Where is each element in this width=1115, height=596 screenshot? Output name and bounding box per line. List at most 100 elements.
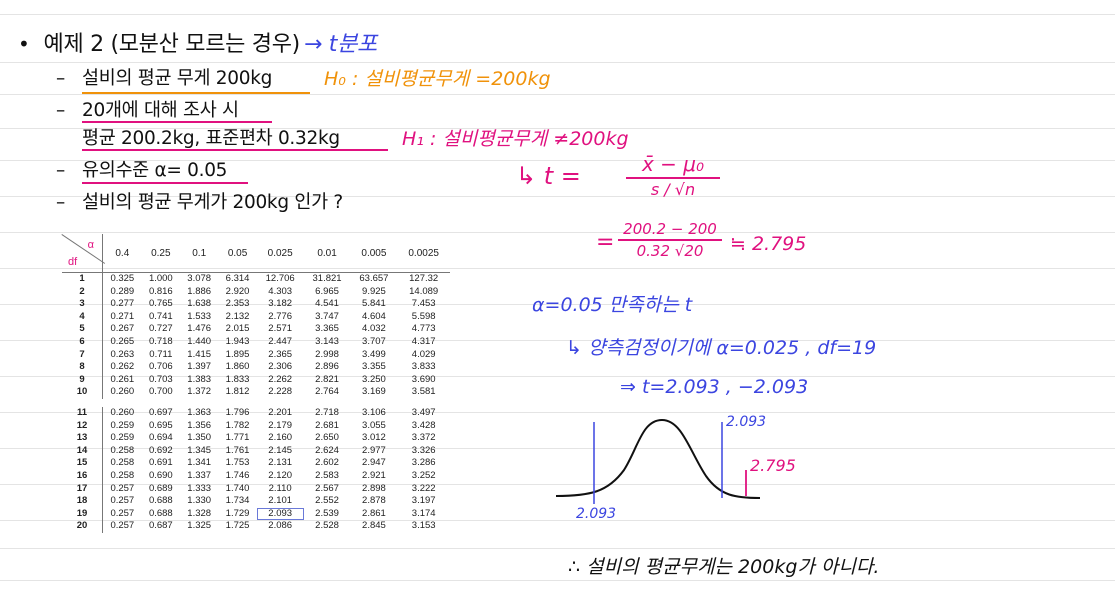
table-row: 7 0.263 0.711 1.415 1.895 2.365 2.998 3.499 4.02… [62, 348, 450, 362]
table-row: 14 0.258 0.692 1.345 1.761 2.145 2.624 2.977 3.3… [62, 444, 450, 458]
df-cell: 4 [62, 310, 103, 324]
t-formula-lead: ↳ t = [516, 162, 581, 190]
table-cell: 5.841 [362, 298, 386, 310]
table-cell: 2.528 [315, 520, 339, 532]
table-row: 9 0.261 0.703 1.383 1.833 2.262 2.821 3.250 3.69… [62, 373, 450, 387]
heading-arrow-note: → t분포 [303, 32, 377, 57]
table-cell: 2.086 [268, 520, 293, 532]
table-cell: 0.259 [110, 419, 135, 431]
table-row: 2 0.289 0.816 1.886 2.920 4.303 6.965 9.925 14.0… [62, 285, 450, 299]
table-cell: 2.228 [268, 386, 293, 398]
table-cell: 9.925 [362, 285, 386, 297]
table-cell: 3.012 [362, 432, 386, 444]
table-cell: 1.886 [187, 285, 212, 297]
df-cell: 11 [62, 406, 103, 420]
table-cell: 2.160 [268, 432, 293, 444]
table-cell: 1.397 [187, 361, 212, 373]
table-cell: 0.687 [148, 520, 173, 532]
table-cell: 1.356 [187, 419, 212, 431]
table-cell: 0.711 [149, 348, 173, 360]
table-cell: 0.257 [110, 507, 135, 519]
table-cell: 3.581 [411, 386, 436, 398]
table-cell: 63.657 [359, 273, 389, 284]
ruled-line [0, 412, 1115, 413]
table-cell: 0.703 [148, 373, 173, 385]
table-cell: 3.143 [315, 335, 339, 347]
table-cell: 1.812 [225, 386, 250, 398]
bell-curve [555, 418, 761, 499]
table-cell: 0.267 [110, 323, 135, 335]
table-cell: 3.174 [411, 507, 436, 519]
ruled-line [0, 548, 1115, 549]
table-row: 13 0.259 0.694 1.350 1.771 2.160 2.650 3.012 3.3… [62, 432, 450, 445]
table-cell: 1.771 [225, 432, 250, 444]
pink-underline [82, 149, 388, 151]
table-cell: 1.782 [225, 419, 250, 431]
table-cell: 3.286 [411, 457, 436, 469]
table-cell: 2.764 [315, 386, 339, 398]
table-cell: 1.943 [225, 335, 250, 347]
ruled-line [0, 376, 1115, 377]
table-cell: 2.131 [268, 457, 293, 469]
df-cell: 10 [62, 386, 103, 399]
list-item: –20개에 대해 조사 시 [56, 100, 239, 121]
formula-equals: = [596, 230, 615, 255]
table-cell: 1.363 [187, 406, 212, 418]
table-cell: 2.110 [268, 482, 292, 494]
value-numerator: 200.2 − 200 [623, 220, 717, 238]
label-right-critical: 2.093 [726, 414, 767, 430]
table-cell: 0.697 [148, 406, 173, 418]
ruled-line [0, 484, 1115, 485]
alt-hypothesis: H₁ : 설비평균무게 ≠200kg [402, 128, 629, 150]
table-cell: 0.263 [110, 348, 135, 360]
table-row: 10 0.260 0.700 1.372 1.812 2.228 2.764 3.169 3.5… [62, 386, 450, 399]
ruled-line [0, 232, 1115, 233]
t-value-fraction: 200.2 − 200 0.32 √20 [618, 220, 722, 260]
table-column-header: 0.25 [141, 234, 181, 273]
table-cell: 127.32 [409, 273, 439, 284]
table-row: 15 0.258 0.691 1.341 1.753 2.131 2.602 2.947 3.2… [62, 457, 450, 470]
table-cell: 2.821 [315, 373, 339, 385]
table-cell: 0.289 [110, 285, 135, 297]
table-cell: 2.365 [268, 348, 293, 360]
table-cell: 2.718 [315, 406, 339, 418]
alpha-label: α [87, 239, 94, 251]
formula-denominator: s / √n [650, 180, 696, 199]
table-cell: 1.796 [225, 406, 250, 418]
df-cell: 2 [62, 285, 103, 299]
table-column-header: 0.01 [303, 234, 351, 273]
table-cell: 3.250 [362, 373, 386, 385]
table-cell: 0.695 [148, 419, 173, 431]
table-cell: 0.694 [148, 432, 173, 444]
table-row: 8 0.262 0.706 1.397 1.860 2.306 2.896 3.355 3.83… [62, 361, 450, 374]
example-heading: • 예제 2 (모분산 모르는 경우) → t분포 [18, 26, 377, 58]
df-cell: 9 [62, 373, 103, 387]
conclusion: ∴ 설비의 평균무게는 200kg가 아니다. [568, 556, 880, 578]
table-column-header: 0.4 [102, 234, 142, 273]
table-cell: 2.015 [225, 323, 250, 335]
table-cell: 3.355 [362, 361, 386, 373]
table-cell: 0.258 [110, 444, 135, 456]
table-cell: 1.415 [187, 348, 212, 360]
table-cell: 1.860 [225, 361, 250, 373]
table-row: 20 0.257 0.687 1.325 1.725 2.086 2.528 2.845 3.1… [62, 520, 450, 533]
table-cell: 4.303 [268, 285, 293, 297]
table-cell: 0.271 [110, 310, 135, 322]
table-cell: 2.262 [268, 373, 293, 385]
table-cell: 2.179 [268, 419, 293, 431]
table-corner-header: α df [61, 234, 106, 273]
table-cell: 3.169 [362, 386, 386, 398]
table-cell: 1.729 [225, 507, 250, 519]
note-two-tailed: ↳ 양측검정이기에 α=0.025 , df=19 [566, 337, 877, 359]
df-label: df [68, 256, 78, 268]
table-cell: 3.153 [411, 520, 436, 532]
table-cell: 1.746 [225, 469, 250, 481]
ruled-line [0, 62, 1115, 63]
table-cell: 2.447 [268, 335, 293, 347]
table-cell: 5.598 [411, 310, 436, 322]
table-cell: 2.624 [315, 444, 339, 456]
note-t-values: ⇒ t=2.093 , −2.093 [620, 376, 809, 398]
list-item: – 유의수준 α= 0.05 [56, 160, 228, 181]
table-cell: 4.773 [411, 323, 436, 335]
table-cell: 2.845 [362, 520, 386, 532]
